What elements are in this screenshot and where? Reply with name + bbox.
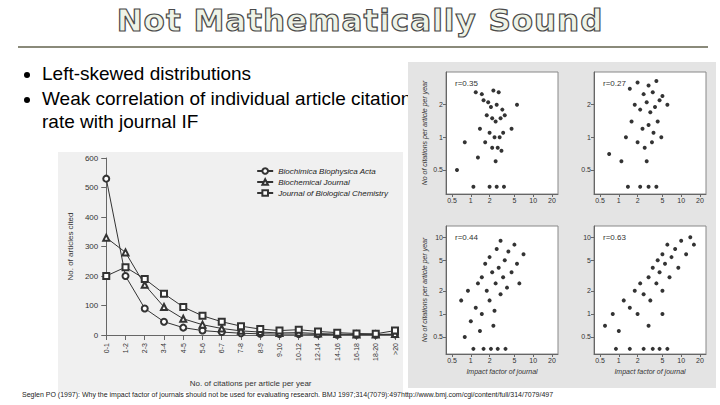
svg-text:2: 2 — [587, 101, 591, 108]
html-text:Not Mathematically Sound: Not Mathematically Sound — [116, 2, 604, 38]
svg-text:0-1: 0-1 — [103, 343, 110, 353]
svg-text:Biochimica Biophysica Acta: Biochimica Biophysica Acta — [278, 167, 376, 176]
svg-text:600: 600 — [85, 154, 99, 163]
svg-text:r=0.35: r=0.35 — [455, 79, 478, 88]
svg-text:10: 10 — [529, 197, 537, 204]
svg-text:100: 100 — [85, 301, 99, 310]
svg-text:14-16: 14-16 — [334, 343, 341, 361]
svg-text:0.5: 0.5 — [433, 166, 443, 173]
svg-text:2: 2 — [636, 357, 640, 364]
svg-text:1: 1 — [617, 197, 621, 204]
svg-text:4-5: 4-5 — [180, 343, 187, 353]
svg-text:>20: >20 — [392, 343, 399, 355]
svg-text:r=0.27: r=0.27 — [603, 79, 626, 88]
svg-text:0.5: 0.5 — [595, 197, 605, 204]
svg-text:5: 5 — [660, 357, 664, 364]
svg-text:2: 2 — [636, 197, 640, 204]
svg-text:Impact factor of journal: Impact factor of journal — [614, 368, 686, 376]
svg-text:1: 1 — [587, 134, 591, 141]
svg-text:5: 5 — [439, 257, 443, 264]
svg-text:5: 5 — [512, 197, 516, 204]
svg-text:9-10: 9-10 — [276, 343, 283, 357]
svg-text:6-7: 6-7 — [218, 343, 225, 353]
svg-text:20: 20 — [696, 197, 704, 204]
svg-text:No. of citations per article p: No. of citations per article per year — [190, 379, 312, 388]
svg-text:10: 10 — [529, 357, 537, 364]
html-text:Left-skewed distributions: Left-skewed distributions — [42, 63, 252, 84]
svg-text:3-4: 3-4 — [160, 343, 167, 353]
svg-text:2: 2 — [439, 101, 443, 108]
svg-text:0.5: 0.5 — [447, 357, 457, 364]
svg-text:Impact factor of journal: Impact factor of journal — [466, 368, 538, 376]
svg-text:5: 5 — [512, 357, 516, 364]
svg-text:10-12: 10-12 — [295, 343, 302, 361]
svg-text:1: 1 — [617, 357, 621, 364]
svg-text:No of citations per article pe: No of citations per article per year — [421, 80, 429, 185]
html-text:Seglen PO (1997): Why the impa: Seglen PO (1997): Why the impact factor … — [22, 391, 554, 398]
svg-text:5: 5 — [660, 197, 664, 204]
svg-text:7-8: 7-8 — [237, 343, 244, 353]
svg-text:2: 2 — [439, 287, 443, 294]
svg-text:300: 300 — [85, 242, 99, 251]
svg-text:1: 1 — [469, 357, 473, 364]
svg-text:400: 400 — [85, 213, 99, 222]
svg-text:20: 20 — [696, 357, 704, 364]
html-text:Weak correlation of individual: Weak correlation of individual article c… — [42, 88, 412, 132]
svg-text:200: 200 — [85, 272, 99, 281]
svg-text:2-3: 2-3 — [141, 343, 148, 353]
svg-text:0: 0 — [94, 331, 99, 340]
svg-text:0.5: 0.5 — [433, 333, 443, 340]
svg-text:20: 20 — [548, 197, 556, 204]
svg-text:8-9: 8-9 — [257, 343, 264, 353]
svg-text:16-18: 16-18 — [353, 343, 360, 361]
svg-text:r=0.44: r=0.44 — [455, 233, 478, 242]
svg-text:1: 1 — [587, 310, 591, 317]
svg-text:0.5: 0.5 — [581, 166, 591, 173]
svg-text:0.5: 0.5 — [595, 357, 605, 364]
svg-text:1: 1 — [439, 134, 443, 141]
svg-text:Journal of Biological Chemistr: Journal of Biological Chemistry — [277, 189, 389, 198]
svg-text:1: 1 — [469, 197, 473, 204]
svg-text:Biochemical Journal: Biochemical Journal — [278, 178, 350, 187]
svg-text:5: 5 — [587, 257, 591, 264]
svg-text:5-6: 5-6 — [199, 343, 206, 353]
svg-text:r=0.63: r=0.63 — [603, 233, 626, 242]
svg-text:10: 10 — [583, 234, 591, 241]
svg-text:2: 2 — [488, 197, 492, 204]
svg-text:18-20: 18-20 — [372, 343, 379, 361]
svg-text:2: 2 — [488, 357, 492, 364]
svg-text:500: 500 — [85, 183, 99, 192]
svg-text:1: 1 — [439, 310, 443, 317]
svg-text:10: 10 — [435, 234, 443, 241]
svg-text:0.5: 0.5 — [581, 333, 591, 340]
svg-text:0.5: 0.5 — [447, 197, 457, 204]
svg-text:No. of articles cited: No. of articles cited — [66, 212, 75, 280]
svg-text:No of citations per article pe: No of citations per article per year — [421, 237, 429, 342]
svg-text:2: 2 — [587, 287, 591, 294]
svg-text:12-14: 12-14 — [314, 343, 321, 361]
svg-text:10: 10 — [677, 357, 685, 364]
svg-text:20: 20 — [548, 357, 556, 364]
svg-text:1-2: 1-2 — [122, 343, 129, 353]
svg-text:10: 10 — [677, 197, 685, 204]
